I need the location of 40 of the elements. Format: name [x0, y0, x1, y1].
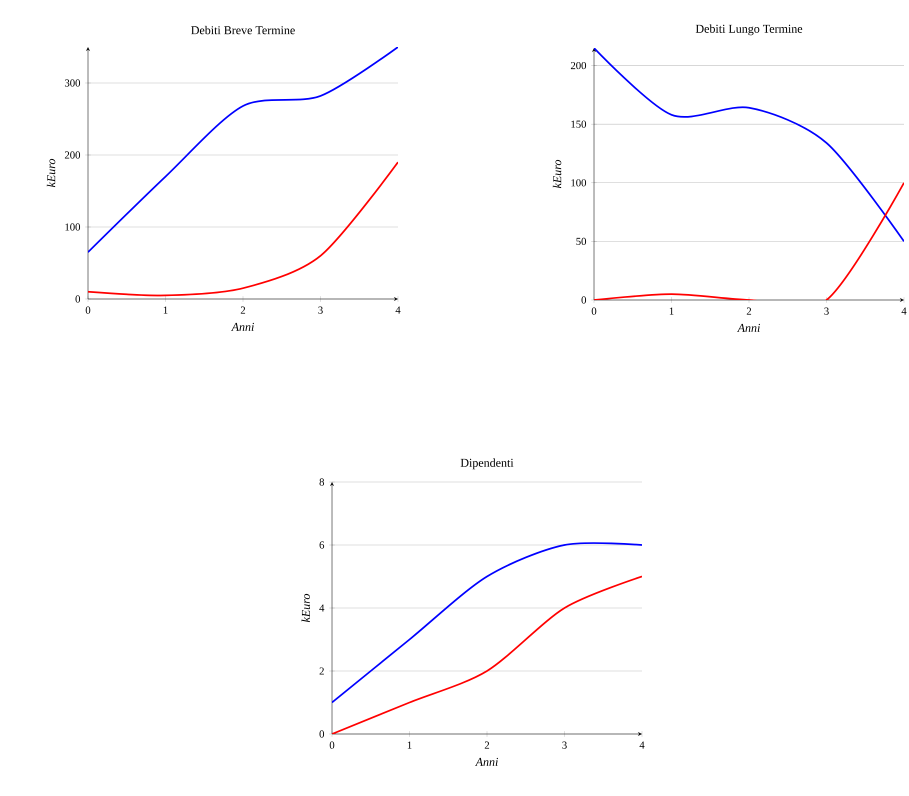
- x-tick-label: 4: [640, 742, 644, 749]
- x-tick-label: 1: [670, 308, 674, 315]
- y-tick-label: 0: [320, 730, 324, 738]
- y-axis-title: kEuro: [46, 158, 56, 188]
- x-tick-label: 3: [824, 308, 829, 315]
- y-tick-label: 2: [320, 667, 324, 675]
- y-tick-label: 6: [320, 541, 324, 549]
- x-tick-label: 3: [562, 742, 567, 749]
- x-axis-title: Anni: [475, 758, 498, 766]
- x-tick-label: 4: [902, 308, 907, 315]
- x-tick-label: 0: [592, 308, 596, 315]
- y-tick-label: 150: [571, 120, 586, 128]
- x-tick-label: 2: [746, 308, 752, 315]
- x-tick-label: 0: [86, 306, 90, 314]
- y-axis-title: kEuro: [552, 160, 562, 188]
- x-axis-title: Anni: [737, 324, 760, 332]
- x-tick-label: 0: [330, 742, 334, 749]
- chart-title: Debiti Lungo Termine: [696, 24, 802, 36]
- y-tick-label: 200: [570, 62, 586, 70]
- chart-title: Dipendenti: [460, 458, 514, 470]
- y-axis-title: kEuro: [302, 594, 310, 622]
- y-tick-label: 4: [319, 604, 324, 612]
- line-series: [88, 161, 398, 296]
- y-tick-label: 0: [76, 295, 80, 303]
- y-tick-label: 300: [64, 79, 80, 87]
- x-tick-label: 1: [408, 742, 412, 749]
- x-tick-label: 1: [164, 306, 168, 314]
- line-series: [88, 46, 398, 254]
- y-tick-label: 8: [320, 478, 324, 486]
- y-tick-label: 100: [65, 223, 80, 231]
- y-tick-label: 200: [64, 151, 80, 159]
- y-tick-label: 100: [571, 179, 586, 186]
- y-tick-label: 50: [576, 238, 586, 245]
- x-tick-label: 3: [318, 306, 323, 314]
- x-axis-title: Anni: [231, 322, 254, 331]
- x-tick-label: 4: [396, 306, 400, 314]
- y-tick-label: 0: [582, 296, 586, 304]
- chart-title: Debiti Breve Termine: [191, 26, 295, 34]
- x-tick-label: 2: [484, 742, 490, 749]
- x-tick-label: 2: [240, 306, 246, 314]
